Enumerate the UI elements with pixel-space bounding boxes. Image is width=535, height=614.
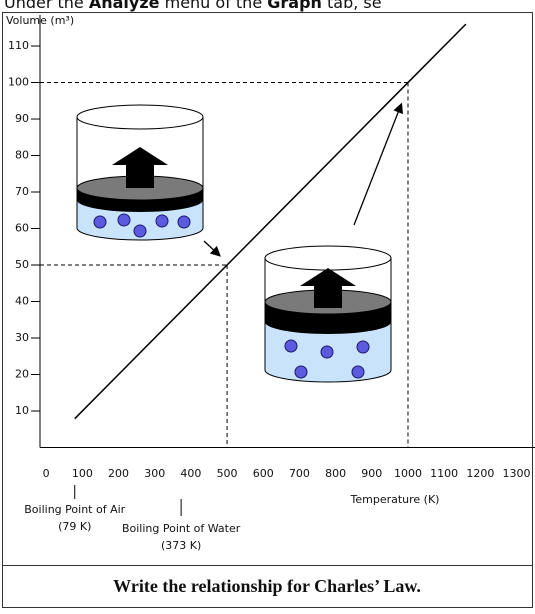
x-tick-label: 400 xyxy=(180,467,201,480)
x-tick-label: 1300 xyxy=(503,467,531,480)
y-tick-label: 50 xyxy=(15,258,29,271)
x-tick-label: 200 xyxy=(108,467,129,480)
pointer-arrow xyxy=(354,105,401,225)
y-tick-label: 100 xyxy=(8,76,29,89)
y-tick-label: 80 xyxy=(15,149,29,162)
cylinder-cold xyxy=(77,105,203,240)
y-tick-label: 40 xyxy=(15,295,29,308)
y-tick-label: 70 xyxy=(15,185,29,198)
x-tick-label: 700 xyxy=(289,467,310,480)
pointer-arrow xyxy=(204,241,219,255)
y-tick-label: 10 xyxy=(15,404,29,417)
footer-text: Write the relationship for Charles’ Law. xyxy=(113,576,421,596)
annotation-text: Boiling Point of Air xyxy=(24,503,125,516)
x-tick-label: 600 xyxy=(253,467,274,480)
x-tick-label: 1100 xyxy=(430,467,458,480)
x-tick-label: 900 xyxy=(361,467,382,480)
x-tick-label: 1200 xyxy=(466,467,494,480)
y-tick-label: 20 xyxy=(15,368,29,381)
header-part: tab, se xyxy=(322,0,382,12)
annotation-text: Boiling Point of Water xyxy=(122,522,241,535)
x-tick-label: 300 xyxy=(144,467,165,480)
y-tick-label: 30 xyxy=(15,331,29,344)
header-part: Analyze xyxy=(89,0,160,12)
x-tick-label: 1000 xyxy=(394,467,422,480)
y-tick-label: 110 xyxy=(8,39,29,52)
x-tick-label: 800 xyxy=(325,467,346,480)
annotation-text: (79 K) xyxy=(58,520,91,533)
header-text: Under the Analyze menu of the Graph tab,… xyxy=(4,0,382,12)
frame xyxy=(3,13,533,566)
header-part: Graph xyxy=(267,0,322,12)
page: {"header": {"parts": ["Under the ", "Ana… xyxy=(0,0,535,610)
cylinder-hot xyxy=(265,246,391,382)
x-tick-label: 100 xyxy=(72,467,93,480)
x-tick-label: 500 xyxy=(217,467,238,480)
header-part: menu of the xyxy=(160,0,268,12)
y-tick-label: 60 xyxy=(15,222,29,235)
header-part: Under the xyxy=(4,0,89,12)
x-tick-label: 0 xyxy=(43,467,50,480)
figure: Under the Analyze menu of the Graph tab,… xyxy=(0,0,535,610)
x-axis-label: Temperature (K) xyxy=(350,493,440,506)
annotation-text: (373 K) xyxy=(161,539,201,552)
y-tick-label: 90 xyxy=(15,112,29,125)
